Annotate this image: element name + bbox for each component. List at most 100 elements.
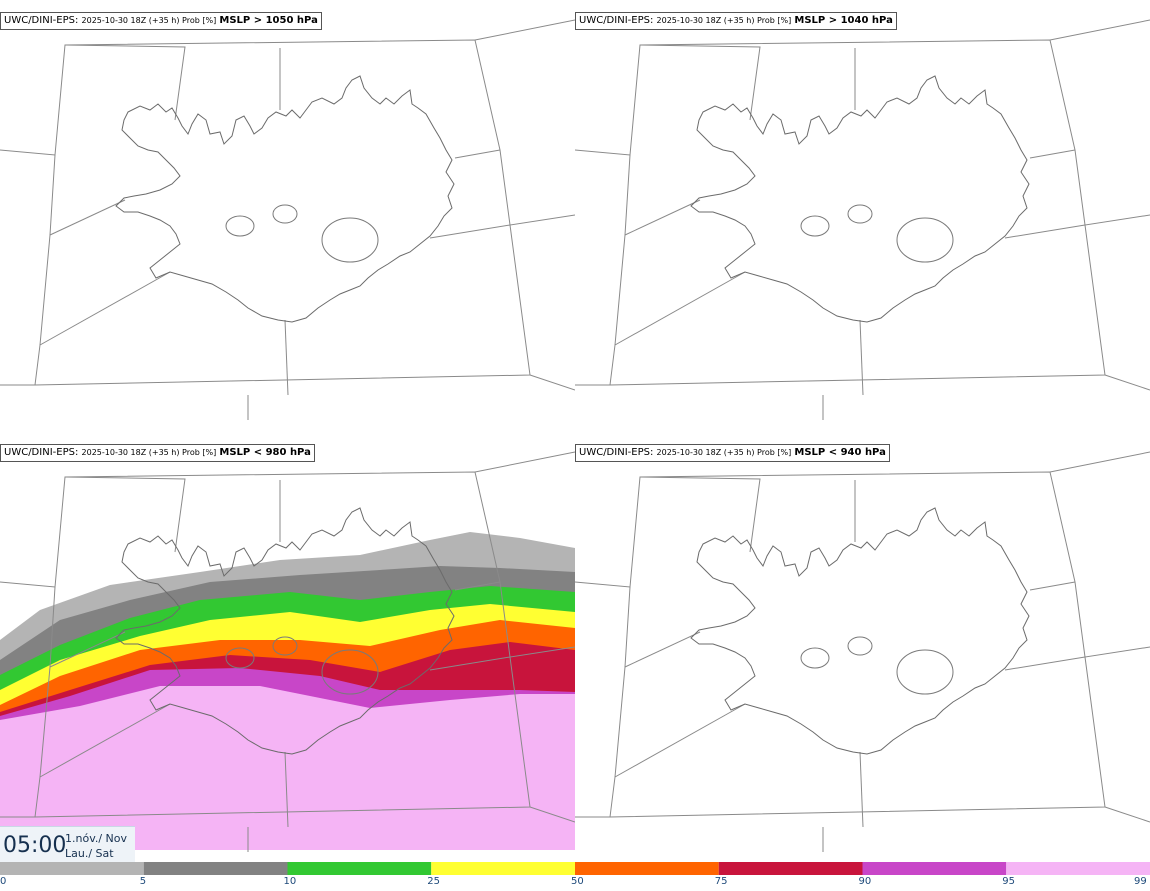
glacier-outline	[847, 204, 873, 224]
graticule-line	[0, 471, 511, 658]
graticule-line	[575, 646, 1150, 818]
run-info: 2025-10-30 18Z (+35 h) Prob [%]	[81, 448, 217, 457]
valid-time-box: 05:00 1.nóv./ Nov Lau./ Sat	[0, 826, 135, 865]
threshold-label: MSLP > 1050 hPa	[219, 15, 318, 26]
panel-title: UWC/DINI-EPS: 2025-10-30 18Z (+35 h) Pro…	[575, 444, 890, 462]
graticule-line	[639, 44, 761, 121]
map-panel-top-left: UWC/DINI-EPS: 2025-10-30 18Z (+35 h) Pro…	[0, 0, 575, 420]
graticule-line	[639, 476, 761, 553]
run-info: 2025-10-30 18Z (+35 h) Prob [%]	[656, 16, 792, 25]
graticule-line	[454, 581, 501, 591]
colorbar-tick: 90	[858, 876, 872, 887]
map-svg	[0, 451, 575, 852]
run-info: 2025-10-30 18Z (+35 h) Prob [%]	[656, 448, 792, 457]
graticule-line	[64, 44, 186, 121]
colorbar-tick: 10	[283, 876, 297, 887]
coastline	[690, 75, 1030, 323]
valid-day: Lau./ Sat	[65, 847, 114, 860]
model-name: UWC/DINI-EPS	[4, 447, 75, 458]
graticule-line	[1029, 581, 1076, 591]
colorbar-tick: 50	[571, 876, 584, 887]
colorbar-segment	[718, 862, 863, 875]
glacier-outline	[896, 649, 954, 695]
graticule-line	[575, 471, 1086, 658]
graticule-line	[1049, 19, 1150, 41]
colorbar-segment	[287, 862, 432, 875]
graticule-line	[454, 149, 501, 159]
map-panel-top-right: UWC/DINI-EPS: 2025-10-30 18Z (+35 h) Pro…	[575, 0, 1150, 420]
graticule-line	[429, 224, 511, 239]
model-name: UWC/DINI-EPS	[4, 15, 75, 26]
colorbar-segment	[431, 862, 575, 875]
colorbar-tick: 0	[0, 876, 7, 887]
glacier-outline	[225, 647, 255, 669]
graticule-line	[624, 199, 701, 236]
coastline	[690, 507, 1030, 755]
graticule-line	[609, 154, 631, 386]
colorbar-tick: 99	[1134, 876, 1147, 887]
colorbar-segment	[143, 862, 288, 875]
glacier-outline	[321, 217, 379, 263]
colorbar-tick: 75	[714, 876, 728, 887]
model-name: UWC/DINI-EPS	[579, 447, 650, 458]
graticule-line	[474, 19, 575, 41]
graticule-line	[39, 703, 171, 778]
colorbar-tick: 95	[1002, 876, 1015, 887]
glacier-outline	[321, 649, 379, 695]
graticule-line	[39, 271, 171, 346]
colorbar-tick: 5	[139, 876, 147, 887]
graticule-line	[0, 214, 575, 386]
graticule-line	[34, 586, 56, 818]
graticule-line	[284, 751, 289, 828]
graticule-line	[614, 703, 746, 778]
threshold-label: MSLP < 980 hPa	[219, 447, 311, 458]
graticule-line	[529, 806, 575, 823]
graticule-line	[1104, 806, 1150, 823]
colorbar-segment	[575, 862, 719, 875]
graticule-line	[284, 319, 289, 396]
graticule-line	[64, 476, 186, 553]
threshold-label: MSLP < 940 hPa	[794, 447, 886, 458]
colorbar-segment	[1006, 862, 1150, 875]
glacier-outline	[800, 215, 830, 237]
colorbar-tick: 25	[427, 876, 440, 887]
graticule-line	[49, 199, 126, 236]
valid-date: 1.nóv./ Nov	[65, 832, 128, 845]
graticule-line	[34, 154, 56, 386]
colorbar-segment	[862, 862, 1007, 875]
threshold-label: MSLP > 1040 hPa	[794, 15, 893, 26]
map-svg	[575, 451, 1150, 852]
graticule-line	[1004, 224, 1086, 239]
glacier-outline	[800, 647, 830, 669]
glacier-outline	[225, 215, 255, 237]
graticule-line	[575, 39, 1086, 226]
coastline	[115, 75, 455, 323]
graticule-line	[474, 451, 575, 473]
glacier-outline	[896, 217, 954, 263]
glacier-outline	[847, 636, 873, 656]
valid-time: 05:00	[3, 833, 67, 858]
coastline	[115, 507, 455, 755]
panel-title: UWC/DINI-EPS: 2025-10-30 18Z (+35 h) Pro…	[575, 12, 897, 30]
graticule-line	[529, 374, 575, 391]
graticule-line	[859, 751, 864, 828]
graticule-line	[429, 656, 511, 671]
graticule-line	[1104, 374, 1150, 391]
graticule-line	[859, 319, 864, 396]
run-info: 2025-10-30 18Z (+35 h) Prob [%]	[81, 16, 217, 25]
colorbar	[0, 862, 1150, 875]
graticule-line	[1049, 451, 1150, 473]
model-name: UWC/DINI-EPS	[579, 15, 650, 26]
graticule-line	[575, 214, 1150, 386]
map-svg	[575, 19, 1150, 420]
graticule-line	[49, 631, 126, 668]
panel-title: UWC/DINI-EPS: 2025-10-30 18Z (+35 h) Pro…	[0, 12, 322, 30]
map-svg	[0, 19, 575, 420]
graticule-line	[614, 271, 746, 346]
graticule-line	[624, 631, 701, 668]
map-panel-bottom-left: UWC/DINI-EPS: 2025-10-30 18Z (+35 h) Pro…	[0, 432, 575, 852]
graticule-line	[609, 586, 631, 818]
colorbar-segment	[0, 862, 144, 875]
graticule-line	[0, 39, 511, 226]
glacier-outline	[272, 204, 298, 224]
